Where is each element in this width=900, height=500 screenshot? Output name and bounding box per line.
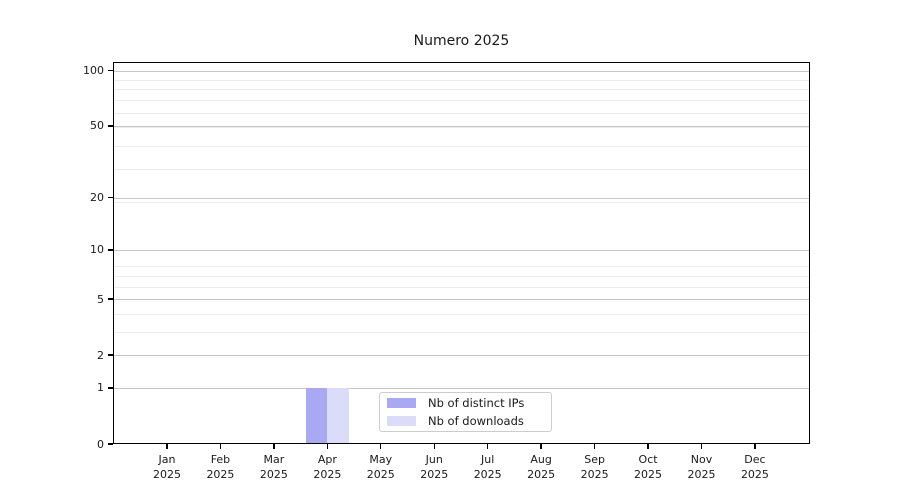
x-tick-year: 2025: [740, 468, 769, 481]
gridline-major: [113, 355, 810, 357]
x-tick-mark: [380, 444, 382, 449]
gridline-major: [113, 299, 810, 301]
x-tick-year: 2025: [420, 468, 449, 481]
x-tick-mark: [593, 444, 596, 449]
x-tick-label: Oct 2025: [621, 452, 675, 482]
legend-label: Nb of distinct IPs: [428, 396, 525, 411]
x-tick-year: 2025: [473, 468, 502, 481]
gridline-minor: [113, 145, 810, 147]
gridline-minor: [113, 275, 810, 277]
gridline-major: [113, 249, 810, 251]
x-tick-label: Jan 2025: [140, 452, 194, 482]
gridline-major: [113, 70, 810, 72]
bar-nb-of-distinct-ips: [305, 387, 328, 444]
x-tick-year: 2025: [634, 468, 663, 481]
x-tick-label: Mar 2025: [247, 452, 301, 482]
y-tick-label: 0: [97, 437, 104, 451]
x-tick-year: 2025: [580, 468, 609, 481]
y-tick-mark: [108, 69, 113, 72]
x-tick-month: Jan: [158, 453, 176, 466]
gridline-minor: [113, 127, 810, 129]
x-tick-year: 2025: [366, 468, 395, 481]
x-tick-mark: [487, 444, 489, 449]
x-tick-mark: [540, 444, 542, 449]
x-tick-label: Apr 2025: [300, 452, 354, 482]
x-tick-mark: [166, 444, 168, 449]
y-tick-label: 20: [90, 191, 104, 205]
y-tick-label: 2: [97, 348, 104, 362]
gridline-minor: [113, 313, 810, 315]
y-tick-label: 10: [90, 243, 104, 257]
x-tick-month: Jul: [481, 453, 495, 466]
x-tick-month: Nov: [690, 453, 713, 466]
x-tick-label: Dec 2025: [728, 452, 782, 482]
y-tick-mark: [108, 443, 113, 445]
legend-swatch: [387, 415, 416, 426]
y-tick-mark: [108, 298, 113, 300]
x-tick-mark: [219, 444, 222, 449]
x-tick-mark: [647, 444, 649, 449]
x-tick-month: Mar: [263, 453, 285, 466]
gridline-minor: [113, 89, 810, 91]
x-tick-month: Feb: [210, 453, 231, 466]
y-tick-mark: [108, 387, 113, 389]
x-tick-month: Jun: [425, 453, 443, 466]
y-tick-label: 5: [97, 292, 104, 306]
x-tick-year: 2025: [687, 468, 716, 481]
gridline-minor: [113, 331, 810, 333]
gridline-minor: [113, 112, 810, 114]
x-tick-month: Dec: [744, 453, 766, 466]
x-tick-mark: [273, 444, 275, 449]
gridline-major: [113, 387, 810, 389]
x-tick-year: 2025: [259, 468, 288, 481]
x-tick-year: 2025: [153, 468, 181, 481]
gridline-minor: [113, 286, 810, 288]
x-tick-month: Aug: [530, 453, 552, 466]
x-tick-year: 2025: [313, 468, 342, 481]
y-tick-mark: [108, 354, 113, 356]
gridline-minor: [113, 201, 810, 203]
x-tick-year: 2025: [527, 468, 556, 481]
x-tick-label: May 2025: [354, 452, 408, 482]
gridline-minor: [113, 266, 810, 268]
gridline-minor: [113, 79, 810, 81]
plot-area: [113, 62, 810, 444]
x-tick-label: Feb 2025: [193, 452, 247, 482]
gridline-major: [113, 197, 810, 199]
x-tick-label: Aug 2025: [514, 452, 568, 482]
legend-swatch: [387, 398, 416, 409]
y-tick-mark: [108, 196, 113, 199]
gridline-minor: [113, 168, 810, 170]
legend-row: Nb of distinct IPs: [387, 396, 544, 411]
y-tick-mark: [108, 125, 113, 127]
legend: Nb of distinct IPs Nb of downloads: [379, 392, 552, 432]
chart-title: Numero 2025: [413, 33, 510, 49]
x-tick-mark: [754, 444, 756, 449]
x-tick-mark: [700, 444, 703, 449]
x-tick-mark: [433, 444, 435, 449]
legend-row: Nb of downloads: [387, 414, 544, 429]
bar-nb-of-downloads: [327, 387, 349, 444]
x-tick-mark: [326, 444, 329, 449]
x-tick-month: May: [369, 453, 393, 466]
x-tick-label: Nov 2025: [675, 452, 729, 482]
x-tick-month: Oct: [638, 453, 658, 466]
x-tick-month: Sep: [584, 453, 605, 466]
y-tick-label: 50: [90, 119, 104, 133]
x-tick-label: Jun 2025: [407, 452, 461, 482]
x-tick-label: Jul 2025: [461, 452, 515, 482]
y-tick-mark: [108, 249, 113, 251]
gridline-major: [113, 125, 810, 127]
legend-label: Nb of downloads: [428, 413, 524, 428]
y-tick-label: 1: [97, 381, 104, 395]
gridline-minor: [113, 100, 810, 102]
y-tick-label: 100: [83, 64, 104, 78]
x-tick-year: 2025: [206, 468, 235, 481]
x-tick-label: Sep 2025: [568, 452, 622, 482]
x-tick-month: Apr: [317, 453, 337, 466]
